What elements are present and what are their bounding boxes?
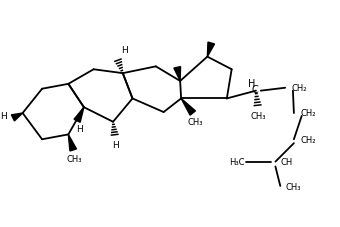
Text: CH₃: CH₃ <box>66 155 82 164</box>
Polygon shape <box>68 134 76 151</box>
Text: C: C <box>252 85 258 95</box>
Text: CH₂: CH₂ <box>301 136 316 145</box>
Text: H: H <box>112 141 118 150</box>
Text: CH₂: CH₂ <box>292 84 307 93</box>
Text: H: H <box>0 112 7 121</box>
Text: H: H <box>249 79 256 89</box>
Polygon shape <box>74 107 84 122</box>
Text: H: H <box>76 125 82 134</box>
Text: CH₃: CH₃ <box>188 118 203 127</box>
Polygon shape <box>207 42 215 57</box>
Polygon shape <box>12 113 23 121</box>
Text: CH₂: CH₂ <box>301 109 316 118</box>
Text: H: H <box>121 46 128 55</box>
Text: H₃C: H₃C <box>229 158 244 167</box>
Polygon shape <box>181 99 195 115</box>
Text: CH₃: CH₃ <box>250 112 266 121</box>
Polygon shape <box>174 67 181 81</box>
Text: CH₃: CH₃ <box>285 183 301 192</box>
Text: CH: CH <box>280 158 292 167</box>
